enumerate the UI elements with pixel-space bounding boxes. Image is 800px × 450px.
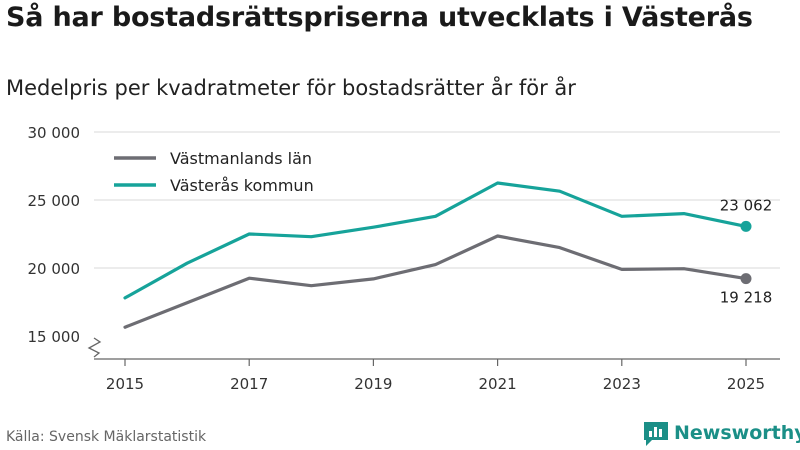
series-end-label: 19 218 (720, 289, 773, 307)
series-line (123, 181, 748, 300)
series-end-label: 23 062 (720, 196, 773, 214)
page-title: Så har bostadsrättspriserna utvecklats i… (6, 2, 753, 33)
axis-break-mark (87, 337, 102, 358)
brand-logo: Newsworthy (644, 420, 800, 446)
page-subtitle: Medelpris per kvadratmeter för bostadsrä… (6, 76, 576, 100)
series-line (123, 234, 748, 329)
x-tick-label: 2015 (106, 375, 144, 393)
legend-label: Västerås kommun (170, 176, 314, 195)
x-tick-label: 2023 (603, 375, 641, 393)
newsworthy-logo-icon (644, 422, 668, 446)
y-tick-label: 25 000 (28, 192, 81, 210)
legend-label: Västmanlands län (170, 149, 312, 168)
x-tick-label: 2017 (230, 375, 268, 393)
series-end-point (740, 273, 752, 285)
source-note: Källa: Svensk Mäklarstatistik (6, 429, 207, 445)
x-tick-label: 2025 (727, 375, 765, 393)
series-end-point (740, 220, 752, 232)
y-tick-label: 15 000 (28, 328, 81, 346)
x-tick-label: 2021 (479, 375, 517, 393)
y-tick-label: 30 000 (28, 124, 81, 142)
x-tick-label: 2019 (354, 375, 392, 393)
y-tick-label: 20 000 (28, 260, 81, 278)
brand-name: Newsworthy (674, 422, 800, 444)
